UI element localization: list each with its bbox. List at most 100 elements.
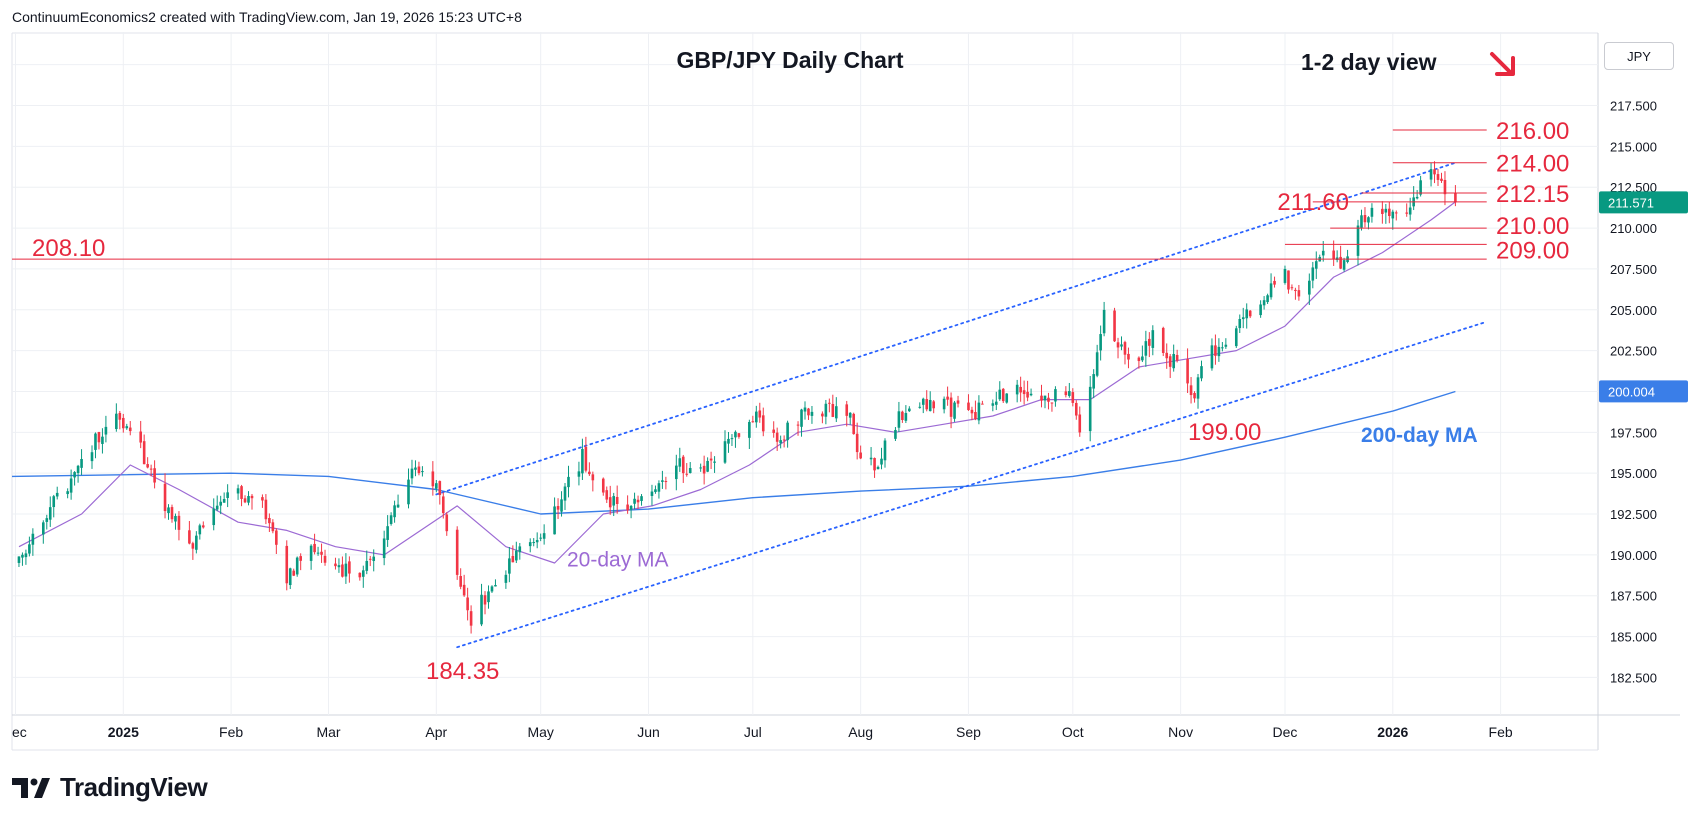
candle-body bbox=[1367, 217, 1370, 223]
candle bbox=[201, 521, 205, 529]
candle bbox=[417, 461, 421, 476]
candle-body bbox=[1137, 357, 1141, 362]
candle-body bbox=[295, 557, 299, 575]
candle bbox=[69, 469, 73, 500]
candle bbox=[518, 543, 522, 560]
candle bbox=[633, 492, 636, 510]
candle-body bbox=[1314, 261, 1318, 269]
candle bbox=[313, 533, 316, 555]
candle-body bbox=[581, 449, 584, 474]
candle-body bbox=[751, 421, 755, 423]
candle-body bbox=[198, 525, 202, 535]
candle-body bbox=[654, 489, 657, 493]
candle-body bbox=[1297, 290, 1301, 297]
candle bbox=[709, 451, 713, 470]
candle bbox=[358, 572, 362, 581]
candle bbox=[678, 447, 682, 472]
candle-body bbox=[608, 497, 612, 508]
candle bbox=[528, 538, 532, 553]
candle-body bbox=[55, 492, 59, 497]
candle bbox=[275, 528, 278, 554]
candle-body bbox=[1148, 338, 1151, 346]
candle-body bbox=[21, 554, 24, 558]
x-tick-label: May bbox=[527, 724, 553, 740]
candle-body bbox=[967, 402, 970, 411]
candle-body bbox=[1405, 212, 1409, 214]
candle-body bbox=[372, 556, 376, 561]
candle bbox=[1047, 392, 1050, 410]
candle-body bbox=[782, 439, 786, 441]
candle-body bbox=[932, 401, 935, 409]
candle-body bbox=[389, 515, 393, 524]
candle-body bbox=[591, 474, 595, 481]
candle bbox=[31, 528, 35, 556]
candle-body bbox=[518, 546, 522, 553]
candle bbox=[149, 464, 153, 477]
candle-body bbox=[629, 505, 633, 510]
ma200-line bbox=[11, 390, 1456, 515]
candle-body bbox=[994, 401, 998, 405]
candle bbox=[563, 482, 567, 510]
candle-body bbox=[775, 432, 779, 442]
candle-body bbox=[855, 433, 859, 453]
candle-body bbox=[410, 468, 414, 479]
x-tick-label: Feb bbox=[1489, 724, 1513, 740]
candle bbox=[567, 465, 570, 498]
candle bbox=[368, 555, 372, 567]
candle bbox=[946, 386, 949, 406]
candle-body bbox=[167, 507, 170, 514]
x-tick-label: Sep bbox=[956, 724, 981, 740]
candle bbox=[1433, 161, 1436, 184]
y-tick-label: 210.000 bbox=[1610, 221, 1657, 236]
candle-body bbox=[435, 483, 438, 489]
candle-body bbox=[222, 499, 226, 503]
candle-body bbox=[188, 530, 191, 544]
view-label: 1-2 day view bbox=[1301, 49, 1437, 75]
candle bbox=[1088, 375, 1092, 442]
candle-body bbox=[1433, 169, 1436, 175]
y-tick-label: 207.500 bbox=[1610, 262, 1657, 277]
candle bbox=[1273, 276, 1276, 288]
x-tick-label: Apr bbox=[425, 724, 447, 740]
candle-body bbox=[584, 447, 588, 471]
candle bbox=[261, 494, 264, 508]
candle-body bbox=[275, 530, 278, 545]
candle bbox=[459, 568, 462, 590]
candle-body bbox=[981, 403, 984, 405]
candle bbox=[535, 532, 539, 549]
tradingview-branding[interactable]: TradingView bbox=[12, 772, 208, 803]
candle-body bbox=[1454, 192, 1457, 203]
candle-body bbox=[1294, 289, 1297, 292]
candle bbox=[393, 500, 396, 523]
candle-body bbox=[942, 398, 946, 410]
candle bbox=[869, 447, 873, 466]
currency-badge[interactable]: JPY bbox=[1604, 42, 1674, 70]
candle-body bbox=[1287, 270, 1290, 290]
candle bbox=[542, 524, 546, 545]
candle bbox=[1095, 344, 1099, 378]
candle bbox=[1015, 379, 1019, 403]
candle-body bbox=[1054, 389, 1057, 402]
candle bbox=[76, 464, 80, 483]
candle bbox=[1161, 326, 1165, 357]
candle-body bbox=[1332, 250, 1335, 260]
x-tick-label: Feb bbox=[219, 724, 243, 740]
candle-body bbox=[880, 458, 883, 465]
candle bbox=[1283, 265, 1287, 285]
candle bbox=[1005, 393, 1009, 404]
candle bbox=[1429, 162, 1433, 187]
candle-body bbox=[337, 565, 341, 568]
candle bbox=[285, 540, 289, 591]
candle-body bbox=[1356, 225, 1360, 256]
candle-body bbox=[80, 459, 83, 468]
candle-body bbox=[1384, 208, 1388, 213]
candle bbox=[142, 434, 146, 465]
candle-body bbox=[1443, 179, 1447, 195]
candle-body bbox=[535, 540, 539, 543]
candle bbox=[782, 435, 786, 448]
candle-body bbox=[382, 538, 386, 559]
candle-body bbox=[66, 491, 69, 495]
candle-body bbox=[699, 467, 702, 469]
candle bbox=[94, 432, 97, 459]
